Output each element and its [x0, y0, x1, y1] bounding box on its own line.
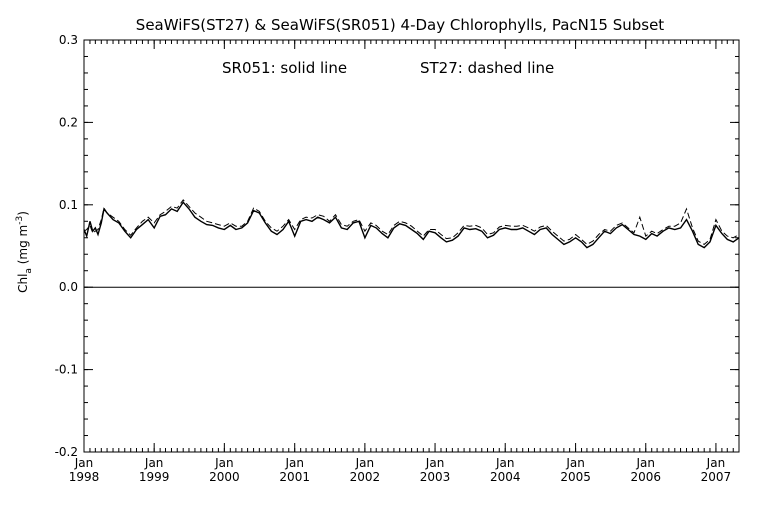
y-tick-label: -0.1	[55, 363, 78, 377]
chart-title: SeaWiFS(ST27) & SeaWiFS(SR051) 4-Day Chl…	[136, 16, 665, 34]
x-tick-month: Jan	[706, 456, 726, 470]
x-tick-month: Jan	[355, 456, 375, 470]
y-tick-label: -0.2	[55, 445, 78, 459]
y-tick-label: 0.0	[59, 280, 78, 294]
x-tick-year: 2006	[630, 470, 661, 484]
x-tick-month: Jan	[495, 456, 515, 470]
y-axis-label-part: a	[24, 268, 34, 274]
annotation-solid: SR051: solid line	[222, 59, 347, 77]
x-tick-year: 2007	[701, 470, 732, 484]
x-tick-month: Jan	[214, 456, 234, 470]
series-line-sr051	[83, 201, 740, 249]
x-tick-month: Jan	[284, 456, 304, 470]
x-axis: Jan1998Jan1999Jan2000Jan2001Jan2002Jan20…	[69, 40, 740, 484]
x-tick-year: 2005	[560, 470, 591, 484]
y-axis-label-part: )	[16, 211, 30, 216]
x-tick-year: 2001	[279, 470, 310, 484]
x-tick-year: 1998	[69, 470, 100, 484]
y-tick-label: 0.3	[59, 33, 78, 47]
x-tick-year: 2002	[350, 470, 381, 484]
y-axis-label-text: Chla (mg m-3)	[15, 211, 34, 293]
plot-frame	[83, 39, 740, 453]
x-tick-year: 2004	[490, 470, 521, 484]
y-axis-label-part: (mg m	[16, 225, 30, 268]
y-axis: -0.2 -0.1 0.0 0.1 0.2 0.3	[55, 33, 739, 459]
y-tick-label: 0.2	[59, 115, 78, 129]
x-tick-month: Jan	[144, 456, 164, 470]
annotation-dashed: ST27: dashed line	[420, 59, 554, 77]
x-tick-month: Jan	[565, 456, 585, 470]
y-axis-label: Chla (mg m-3)	[15, 211, 34, 293]
y-axis-label-part: Chl	[16, 274, 30, 293]
y-axis-label-part: -3	[15, 216, 25, 225]
y-tick-label: 0.1	[59, 198, 78, 212]
series-line-st27	[83, 199, 740, 246]
x-tick-month: Jan	[636, 456, 656, 470]
x-tick-month: Jan	[74, 456, 94, 470]
x-tick-year: 2003	[420, 470, 451, 484]
series-lines	[83, 199, 740, 249]
x-tick-year: 1999	[139, 470, 170, 484]
x-tick-year: 2000	[209, 470, 240, 484]
x-tick-month: Jan	[425, 456, 445, 470]
